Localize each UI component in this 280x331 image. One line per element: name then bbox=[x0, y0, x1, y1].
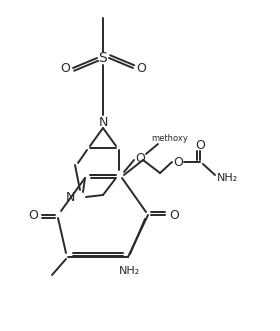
Text: O: O bbox=[169, 209, 179, 221]
Text: NH₂: NH₂ bbox=[217, 173, 239, 183]
Text: S: S bbox=[99, 51, 107, 65]
Text: N: N bbox=[65, 191, 75, 204]
Text: O: O bbox=[173, 156, 183, 168]
Text: O: O bbox=[28, 209, 38, 221]
Text: O: O bbox=[60, 62, 70, 74]
Text: O: O bbox=[136, 62, 146, 74]
Text: methoxy: methoxy bbox=[151, 133, 188, 143]
Text: O: O bbox=[195, 138, 205, 152]
Text: O: O bbox=[135, 152, 145, 165]
Text: N: N bbox=[98, 116, 108, 128]
Text: NH₂: NH₂ bbox=[119, 266, 141, 276]
